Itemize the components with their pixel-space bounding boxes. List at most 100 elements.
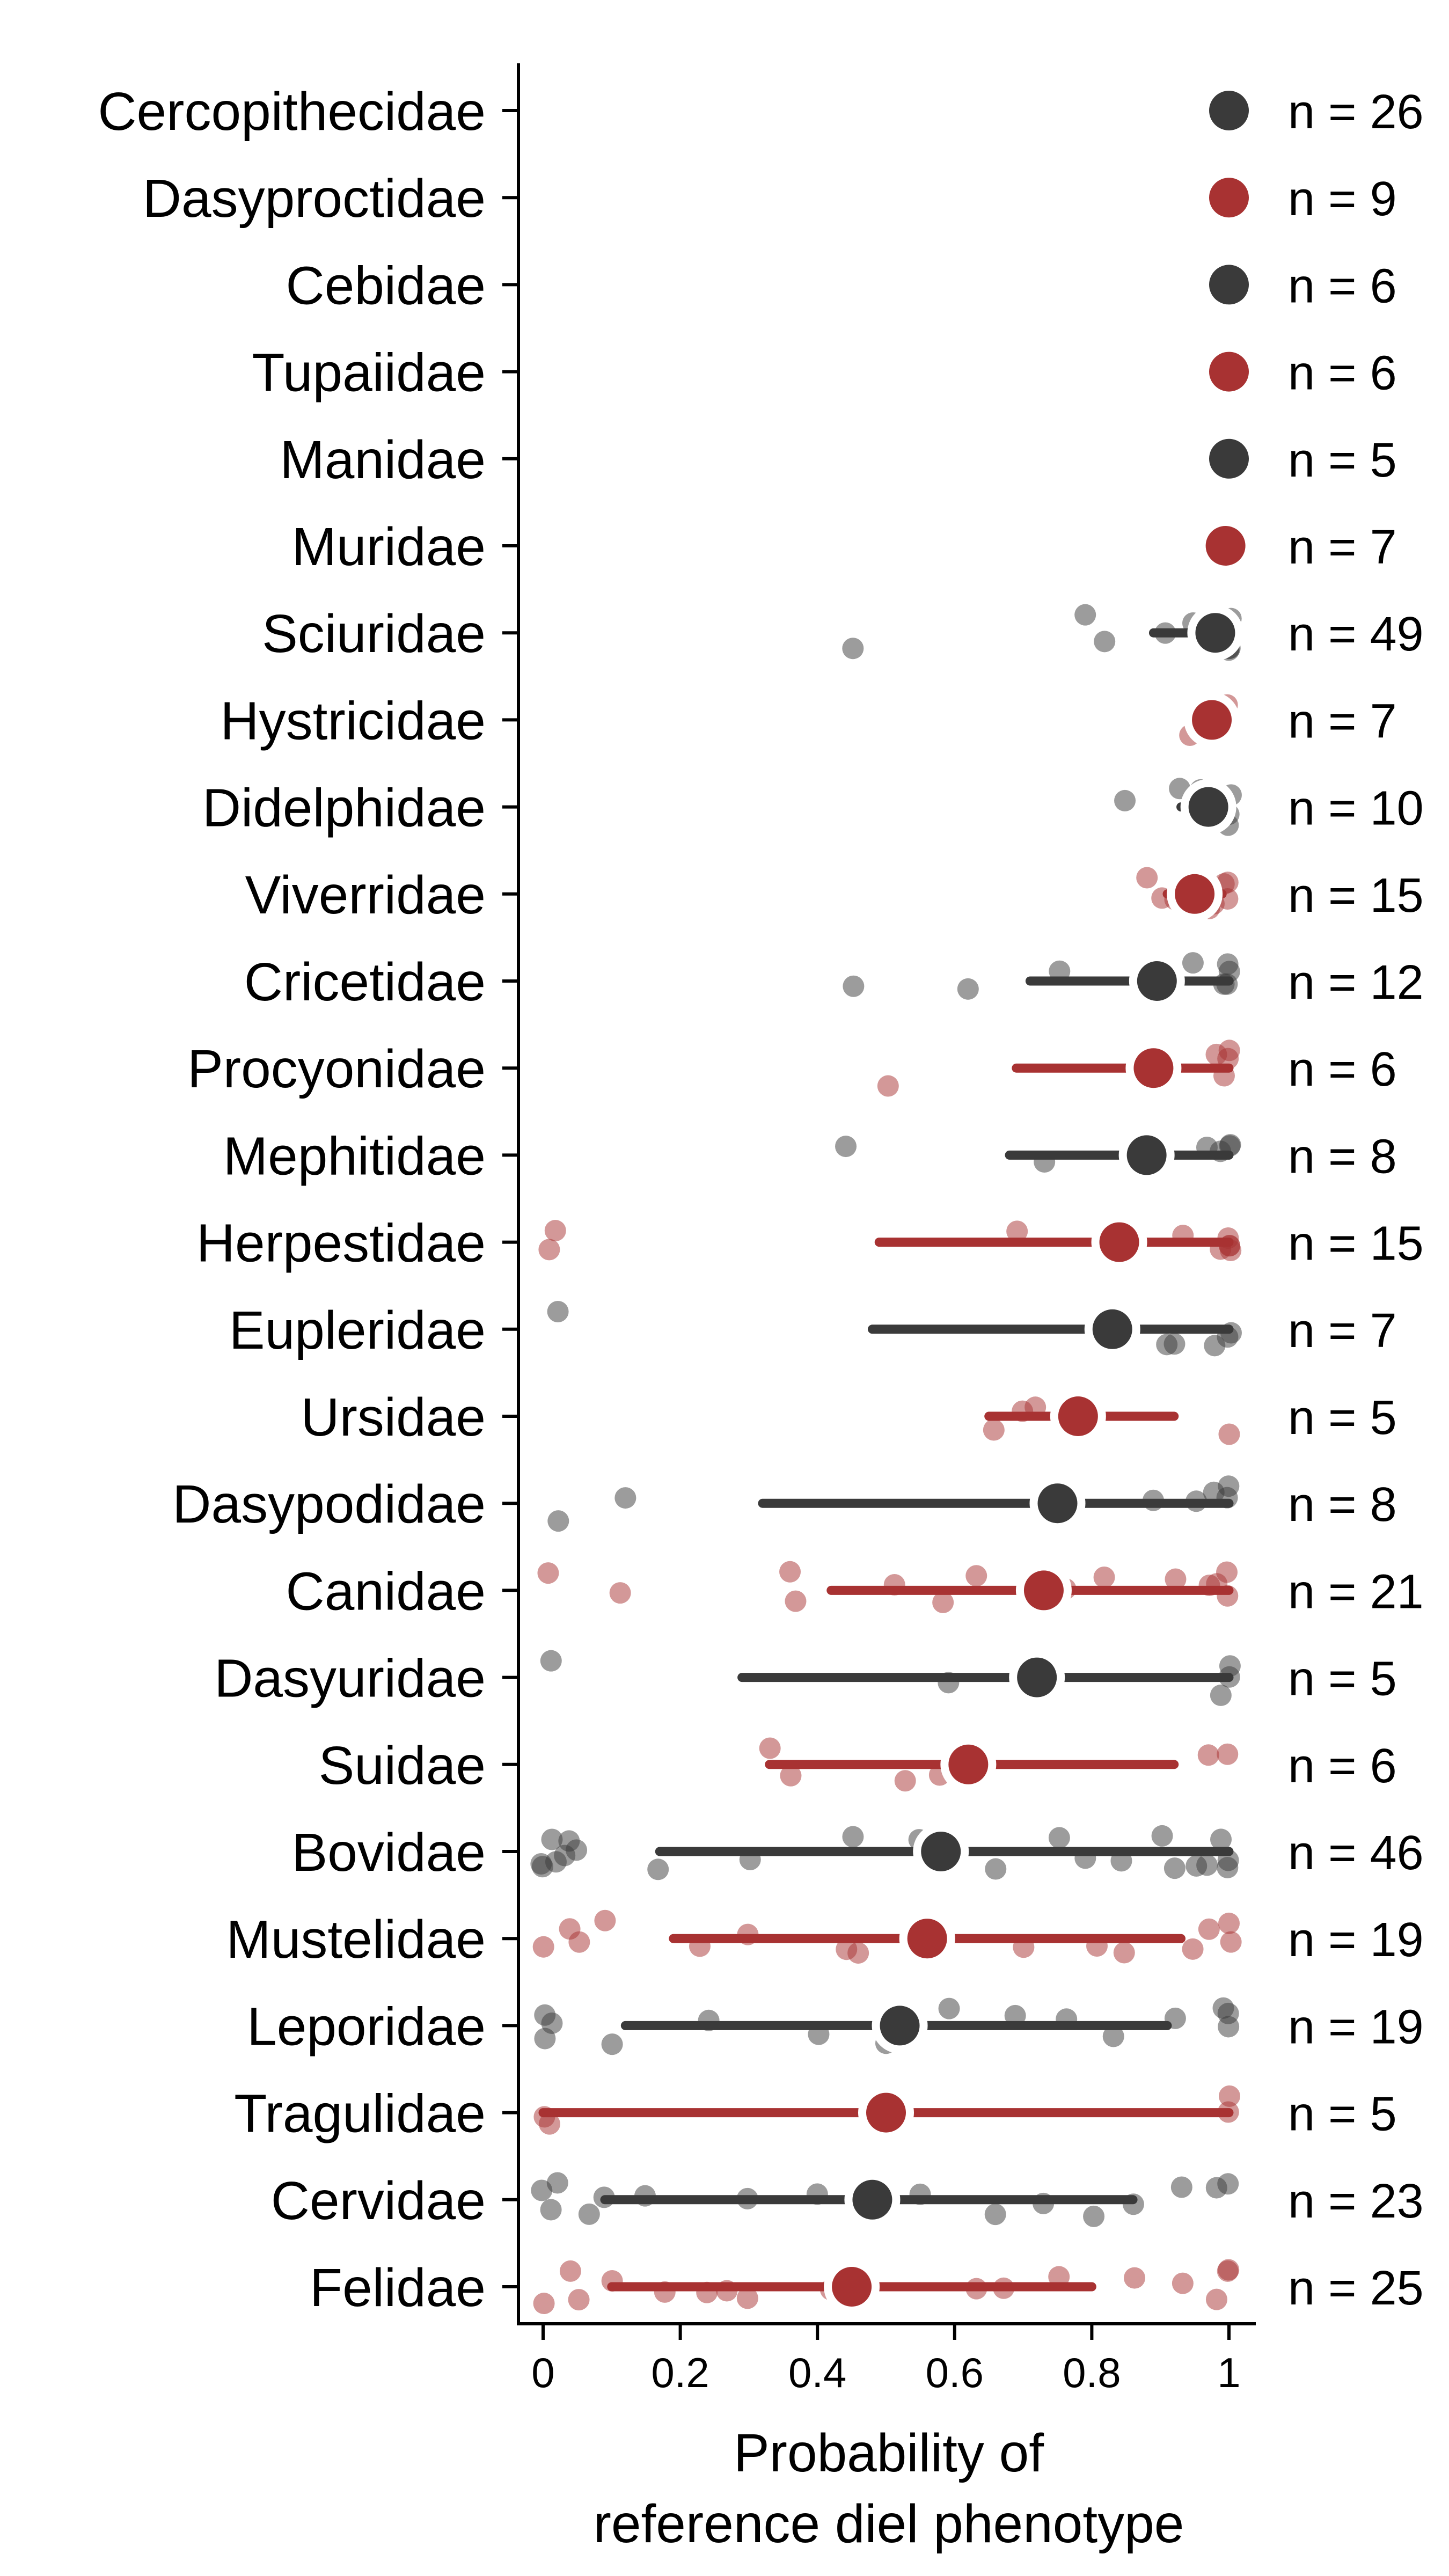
- sample-size-label: n = 5: [1288, 434, 1397, 487]
- raw-data-point: [1114, 789, 1136, 811]
- x-tick-label: 0.8: [1063, 2349, 1121, 2396]
- family-label: Felidae: [310, 2258, 486, 2318]
- raw-data-point: [1172, 2272, 1194, 2294]
- mean-point: [1209, 352, 1249, 392]
- family-row: Sciuridae n = 49: [262, 604, 1424, 664]
- mean-point: [1133, 1048, 1174, 1088]
- family-row: Ursidae n = 5: [301, 1387, 1396, 1447]
- raw-data-point: [1217, 953, 1239, 975]
- raw-data-point: [1182, 952, 1204, 974]
- mean-point: [1209, 178, 1249, 218]
- raw-data-point: [843, 975, 865, 997]
- raw-data-point: [1218, 1423, 1240, 1445]
- mean-point: [1126, 1135, 1167, 1175]
- raw-data-point: [877, 1075, 899, 1097]
- family-label: Herpestidae: [196, 1213, 486, 1274]
- family-label: Tupaiidae: [252, 343, 486, 403]
- x-axis-title-line-1: Probability of: [734, 2423, 1044, 2483]
- sample-size-label: n = 6: [1288, 347, 1397, 400]
- family-label: Hystricidae: [220, 691, 486, 751]
- family-row: Tragulidae n = 5: [234, 2084, 1397, 2144]
- sample-size-label: n = 21: [1288, 1565, 1424, 1619]
- raw-data-point: [983, 1419, 1005, 1441]
- family-rows: Cercopithecidae n = 26 Dasyproctidae n = 9 C…: [98, 82, 1423, 2318]
- family-row: Herpestidae n = 15: [196, 1213, 1424, 1274]
- mean-point: [1092, 1309, 1132, 1349]
- family-label: Eupleridae: [229, 1300, 486, 1360]
- sample-size-label: n = 19: [1288, 1913, 1424, 1967]
- raw-data-point: [1113, 1942, 1135, 1964]
- mean-point: [852, 2179, 892, 2220]
- mean-point: [1099, 1222, 1139, 1262]
- raw-data-point: [985, 1858, 1007, 1880]
- raw-data-point: [780, 1765, 802, 1787]
- sample-size-label: n = 6: [1288, 1043, 1397, 1096]
- raw-data-point: [894, 1770, 916, 1792]
- family-label: Canidae: [286, 1561, 486, 1621]
- sample-size-label: n = 46: [1288, 1826, 1424, 1880]
- family-label: Muridae: [292, 517, 486, 577]
- mean-point: [1209, 91, 1249, 130]
- mean-point: [1175, 874, 1215, 914]
- mean-point: [1023, 1570, 1064, 1611]
- raw-data-point: [1170, 2176, 1192, 2198]
- mean-point: [1195, 613, 1235, 653]
- raw-data-point: [932, 1591, 954, 1613]
- family-row: Procyonidae n = 6: [187, 1039, 1397, 1099]
- family-row: Hystricidae n = 7: [220, 691, 1396, 751]
- family-label: Cercopithecidae: [98, 82, 486, 142]
- family-row: Didelphidae n = 10: [202, 778, 1424, 838]
- sample-size-label: n = 23: [1288, 2175, 1424, 2228]
- family-label: Dasyproctidae: [143, 169, 486, 229]
- raw-data-point: [566, 1839, 588, 1861]
- raw-data-point: [957, 978, 979, 1000]
- family-label: Manidae: [280, 430, 486, 490]
- raw-data-point: [847, 1942, 869, 1964]
- raw-data-point: [1004, 2004, 1026, 2026]
- raw-data-point: [1048, 2266, 1070, 2288]
- sample-size-label: n = 25: [1288, 2262, 1424, 2315]
- raw-data-point: [546, 2172, 568, 2194]
- family-row: Leporidae n = 19: [247, 1996, 1424, 2057]
- raw-data-point: [1094, 631, 1116, 653]
- sample-size-label: n = 6: [1288, 259, 1397, 313]
- raw-data-point: [1205, 2288, 1227, 2310]
- sample-size-label: n = 49: [1288, 608, 1424, 661]
- family-label: Cebidae: [286, 255, 486, 316]
- x-tick-label: 0.2: [651, 2349, 709, 2396]
- raw-data-point: [1218, 2085, 1240, 2107]
- family-row: Canidae n = 21: [286, 1561, 1424, 1621]
- family-row: Viverridae n = 15: [245, 865, 1424, 925]
- sample-size-label: n = 6: [1288, 1739, 1397, 1793]
- raw-data-point: [1006, 1220, 1028, 1242]
- raw-data-point: [1151, 1825, 1173, 1847]
- family-row: Mustelidae n = 19: [226, 1909, 1423, 1970]
- family-label: Dasypodidae: [172, 1474, 486, 1534]
- x-tick-label: 0.6: [926, 2349, 984, 2396]
- family-row: Dasyuridae n = 5: [214, 1649, 1397, 1709]
- raw-data-point: [559, 2260, 581, 2282]
- sample-size-label: n = 12: [1288, 956, 1424, 1009]
- family-row: Tupaiidae n = 6: [252, 343, 1397, 403]
- family-row: Cervidae n = 23: [271, 2171, 1424, 2231]
- raw-data-point: [541, 2012, 563, 2035]
- sample-size-label: n = 5: [1288, 1652, 1397, 1706]
- raw-data-point: [842, 1826, 864, 1848]
- raw-data-point: [759, 1737, 781, 1759]
- x-tick-label: 1: [1217, 2349, 1240, 2396]
- raw-data-point: [609, 1582, 631, 1604]
- mean-point: [1188, 787, 1228, 827]
- raw-data-point: [1093, 1567, 1115, 1589]
- mean-point: [1058, 1396, 1098, 1436]
- raw-data-point: [785, 1590, 807, 1612]
- sample-size-label: n = 7: [1288, 1304, 1397, 1358]
- mean-point: [1192, 700, 1232, 740]
- family-label: Cricetidae: [244, 952, 486, 1012]
- raw-data-point: [1212, 1997, 1234, 2019]
- raw-data-point: [540, 1650, 562, 1672]
- family-label: Dasyuridae: [214, 1649, 486, 1709]
- mean-point: [1137, 961, 1177, 1001]
- x-tick-label: 0: [531, 2349, 554, 2396]
- mean-point: [1017, 1657, 1057, 1697]
